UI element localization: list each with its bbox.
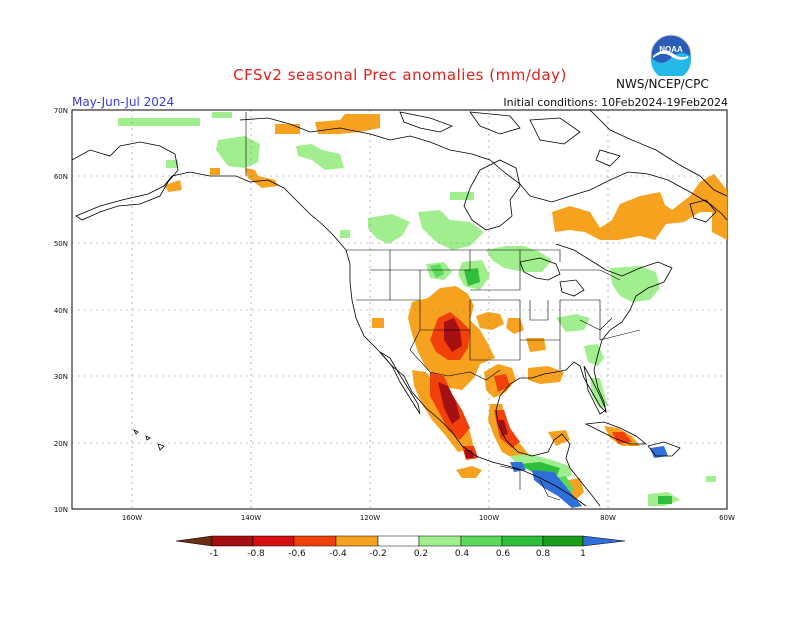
- colorbar-segment-6: [418, 535, 462, 547]
- lat-label-20: 20N: [54, 440, 68, 448]
- colorbar-label-neg06: -0.6: [288, 549, 306, 559]
- colorbar-label-neg04: -0.4: [329, 549, 347, 559]
- colorbar-segment-5: [377, 535, 420, 547]
- colorbar-segment-7: [460, 535, 503, 547]
- colorbar-label-08: 0.8: [536, 549, 551, 559]
- lat-label-60: 60N: [54, 173, 68, 181]
- colorbar-label-1: 1: [580, 549, 586, 559]
- lat-label-50: 50N: [54, 240, 68, 248]
- initial-conditions-label: Initial conditions: 10Feb2024-19Feb2024: [503, 96, 728, 109]
- colorbar-segment-1: [211, 535, 254, 547]
- lon-label-140w: 140W: [241, 514, 261, 522]
- lat-axis-labels: 70N 60N 50N 40N 30N 20N 10N: [54, 107, 68, 514]
- colorbar-segment-4: [335, 535, 379, 547]
- lon-label-60w: 60W: [719, 514, 735, 522]
- lat-label-10: 10N: [54, 506, 68, 514]
- map-gridlines: [72, 110, 727, 509]
- season-label: May-Jun-Jul 2024: [72, 95, 175, 109]
- lat-label-70: 70N: [54, 107, 68, 115]
- colorbar-high-arrow: [582, 535, 626, 547]
- colorbar-label-02: 0.2: [414, 549, 428, 559]
- noaa-logo: NOAA: [650, 34, 692, 76]
- colorbar-label-neg1: -1: [210, 549, 219, 559]
- coastlines: [71, 109, 728, 507]
- map-frame: [71, 109, 728, 510]
- colorbar-label-06: 0.6: [496, 549, 511, 559]
- colorbar-segment-8: [501, 535, 544, 547]
- logo-text: NOAA: [659, 45, 683, 54]
- lon-axis-labels: 160W 140W 120W 100W 80W 60W: [122, 514, 735, 522]
- lon-label-100w: 100W: [479, 514, 499, 522]
- lon-label-160w: 160W: [122, 514, 142, 522]
- colorbar-label-neg02: -0.2: [369, 549, 387, 559]
- lat-label-30: 30N: [54, 373, 68, 381]
- colorbar-low-arrow: [175, 535, 213, 547]
- agency-label: NWS/NCEP/CPC: [616, 77, 709, 91]
- political-borders: [245, 112, 641, 501]
- colorbar-segment-2: [252, 535, 295, 547]
- dry-extreme-regions: [438, 318, 508, 458]
- chart-title: CFSv2 seasonal Prec anomalies (mm/day): [233, 66, 567, 84]
- colorbar-label-04: 0.4: [455, 549, 470, 559]
- colorbar-label-neg08: -0.8: [247, 549, 265, 559]
- colorbar: -1 -0.8 -0.6 -0.4 -0.2 0.2 0.4 0.6 0.8 1: [175, 535, 626, 559]
- wet-extreme-regions: [510, 446, 668, 508]
- lat-label-40: 40N: [54, 307, 68, 315]
- colorbar-segment-3: [293, 535, 337, 547]
- lon-label-80w: 80W: [600, 514, 616, 522]
- lon-label-120w: 120W: [360, 514, 380, 522]
- colorbar-segment-9: [542, 535, 584, 547]
